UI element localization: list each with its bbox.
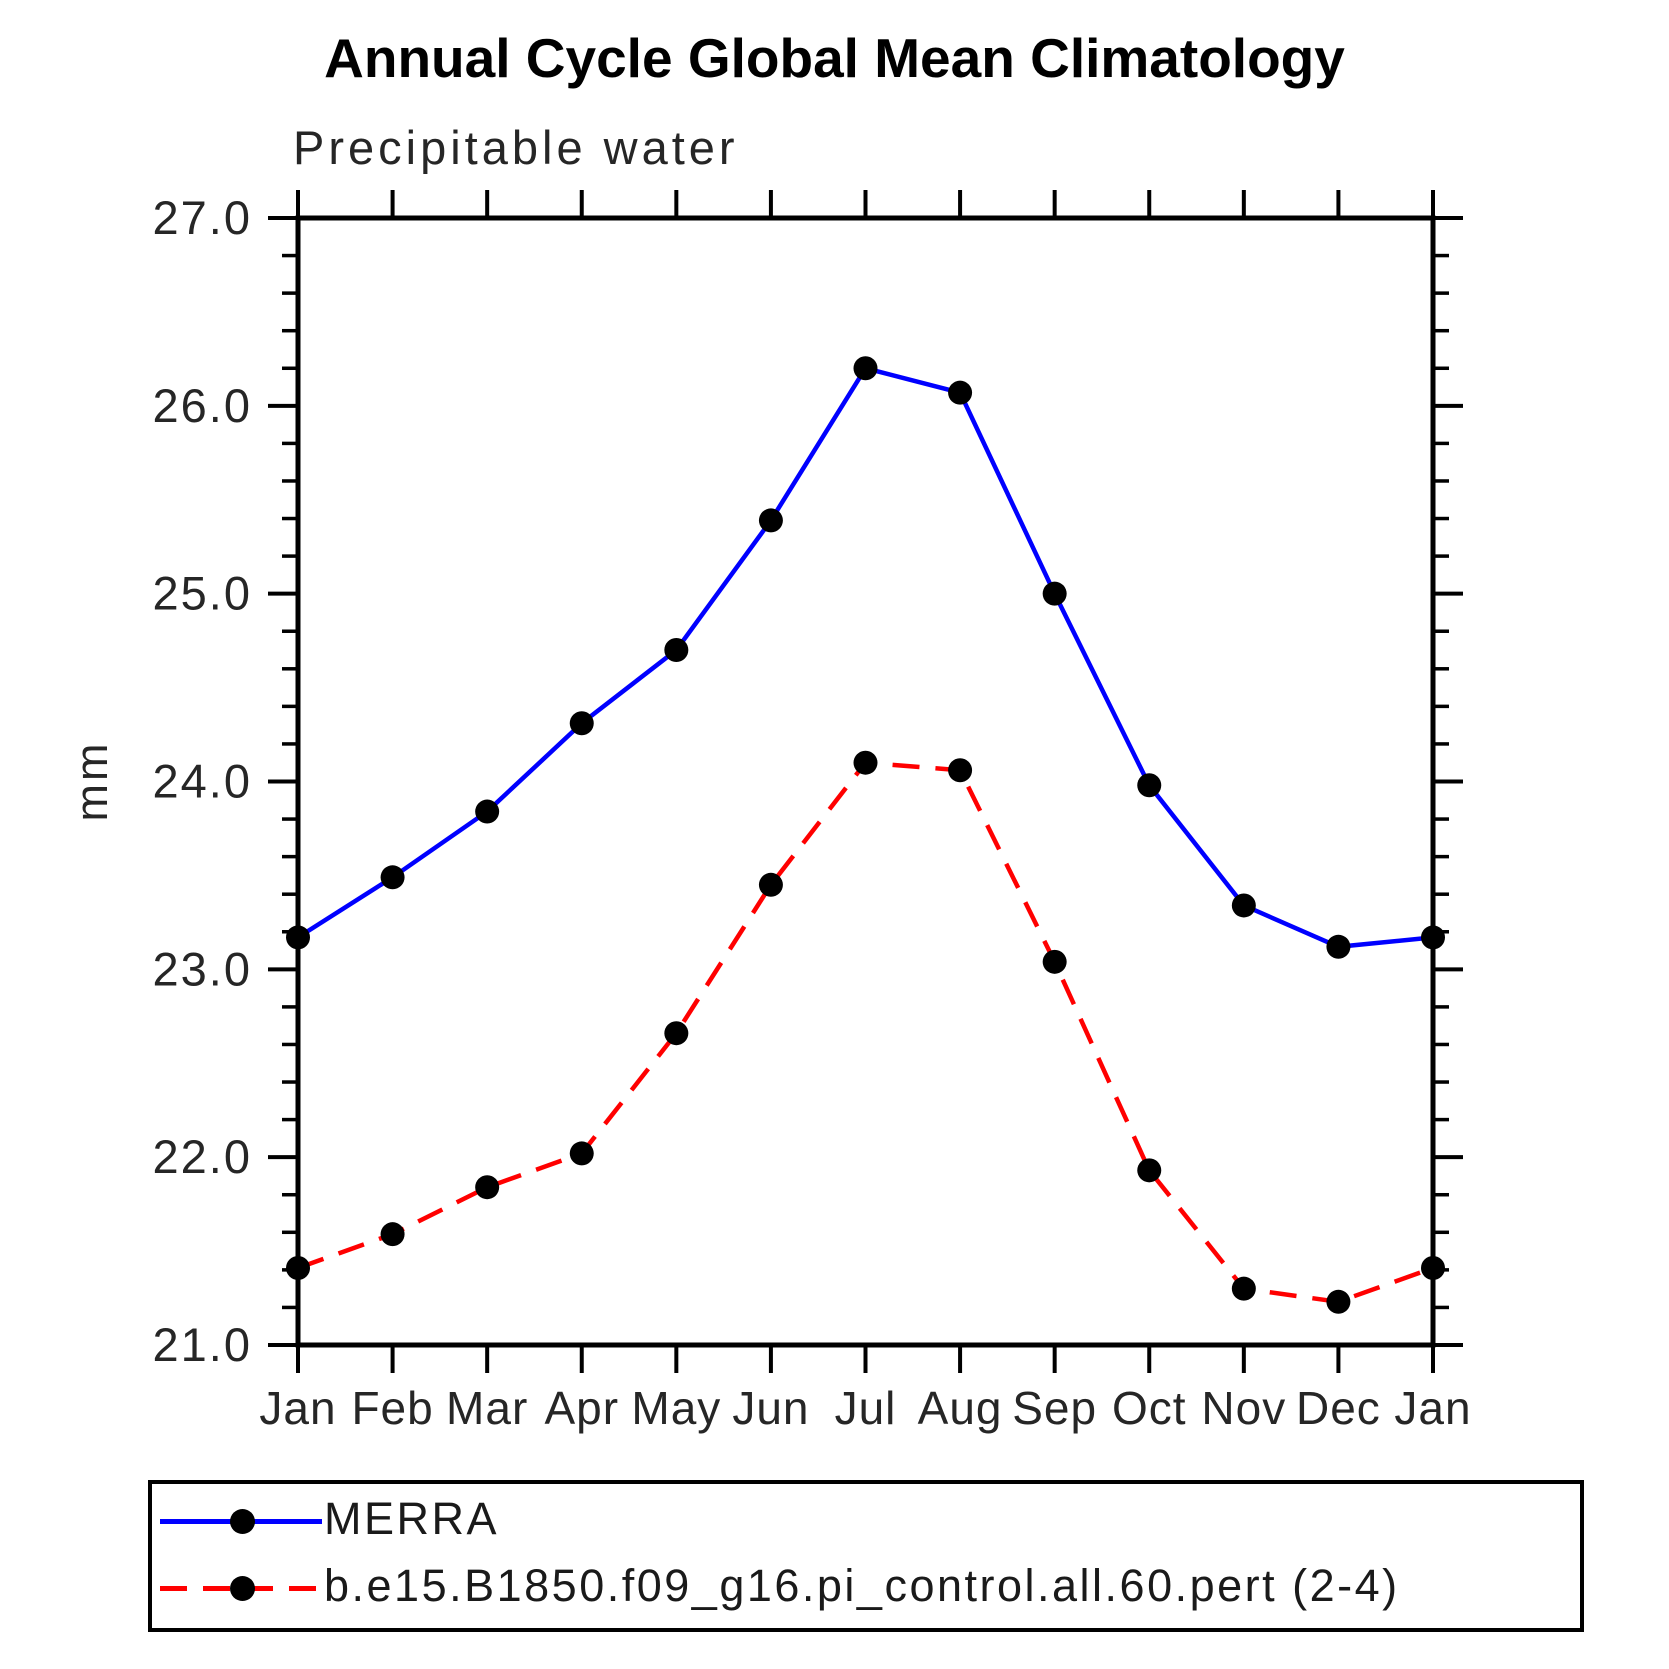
data-point-marker-1 [664,1021,689,1046]
legend-label-model: b.e15.B1850.f09_g16.pi_control.all.60.pe… [324,1559,1400,1611]
chart-title: Annual Cycle Global Mean Climatology [324,27,1345,89]
data-point-marker-1 [853,750,878,775]
data-point-marker-1 [1326,1289,1351,1314]
data-point-marker-1 [948,758,973,783]
data-point-marker-0 [380,865,405,890]
y-tick-label: 25.0 [153,567,252,620]
x-tick-label: Jun [732,1382,809,1434]
series-line-0 [296,365,1434,950]
data-point-marker-1 [1137,1158,1162,1183]
x-tick-label: Jul [835,1382,897,1434]
data-point-marker-1 [569,1141,594,1166]
data-point-marker-0 [1137,773,1162,798]
x-tick-label: Dec [1296,1382,1381,1434]
data-point-marker-0 [286,925,310,950]
plot-frame [295,215,1436,1348]
x-tick-label: Jan [1394,1382,1471,1434]
x-tick-label: Sep [1012,1382,1097,1434]
data-point-marker-1 [1421,1255,1445,1280]
data-point-marker-1 [286,1255,310,1280]
x-tick-label: Oct [1112,1382,1187,1434]
data-point-marker-0 [853,356,878,381]
x-tick-label: Apr [544,1382,619,1434]
data-point-marker-0 [664,638,689,663]
x-tick-label: Nov [1201,1382,1286,1434]
series-line-1 [297,760,1434,1305]
x-tick-label: Aug [918,1382,1003,1434]
legend-marker-merra [230,1509,255,1534]
legend-label-merra: MERRA [324,1492,500,1544]
data-point-marker-0 [1231,893,1256,918]
x-tick-label: Jan [259,1382,336,1434]
legend: MERRA b.e15.B1850.f09_g16.pi_control.all… [148,1480,1584,1632]
y-tick-label: 22.0 [153,1130,252,1183]
y-tick-label: 27.0 [153,191,252,244]
x-tick-label: May [631,1382,721,1434]
data-point-marker-0 [1421,925,1445,950]
data-point-marker-0 [1042,581,1067,606]
x-tick-label: Feb [351,1382,433,1434]
data-point-marker-1 [1042,949,1067,974]
data-point-marker-0 [569,711,594,736]
data-point-marker-0 [758,508,783,533]
x-tick-label: Mar [446,1382,528,1434]
legend-marker-model [230,1576,255,1601]
data-point-marker-1 [380,1222,405,1247]
data-point-marker-0 [948,380,973,405]
data-point-marker-0 [1326,934,1351,959]
data-point-marker-1 [1231,1276,1256,1301]
y-tick-label: 21.0 [153,1318,252,1371]
y-tick-label: 26.0 [153,379,252,432]
chart-subtitle: Precipitable water [293,121,739,174]
data-point-marker-1 [758,872,783,897]
data-point-marker-1 [475,1175,500,1200]
y-tick-label: 23.0 [153,942,252,995]
data-point-marker-0 [475,799,500,824]
y-tick-label: 24.0 [153,755,252,808]
